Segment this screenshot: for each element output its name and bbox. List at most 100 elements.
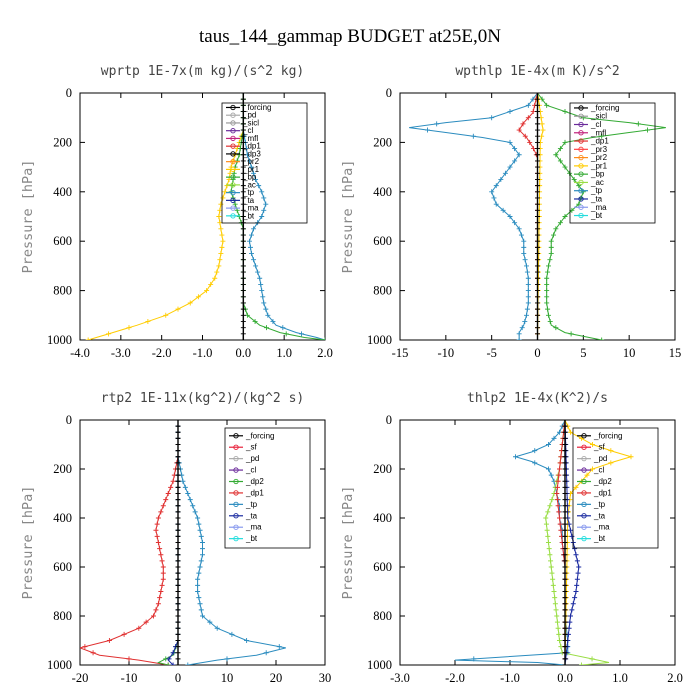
series-marker-forcing — [175, 423, 181, 429]
x-tick-label: 30 — [319, 671, 332, 685]
legend-entry: _sf — [245, 443, 257, 452]
legend-marker — [233, 501, 239, 508]
series-marker-forcing — [562, 650, 568, 656]
x-tick-label: 0 — [534, 346, 540, 360]
x-tick-label: -3.0 — [111, 346, 131, 360]
series-marker-forcing — [175, 420, 181, 423]
series-marker-ta — [569, 533, 575, 539]
legend-marker — [581, 524, 587, 530]
legend-entry: _cl — [242, 126, 253, 135]
series-marker-tp — [196, 595, 202, 601]
series-marker-forcing — [175, 454, 181, 460]
y-tick-label: 800 — [53, 609, 72, 623]
series-marker-tp — [197, 527, 203, 533]
series-marker-forcing — [240, 133, 246, 139]
series-marker-ac — [557, 638, 562, 643]
legend-entry: _ac — [590, 178, 604, 187]
series-marker-forcing — [175, 576, 181, 582]
series-marker-forcing — [535, 201, 540, 207]
series-marker-dp1 — [520, 121, 526, 127]
series-marker-dp1 — [554, 484, 560, 490]
series-marker-dp1 — [530, 109, 536, 115]
series-marker-tp — [500, 207, 506, 213]
legend-entry: _ma — [593, 523, 610, 532]
series-marker-tp — [525, 281, 531, 287]
series-marker-forcing — [240, 189, 246, 195]
series-marker-pr1 — [163, 312, 169, 318]
series-marker-forcing — [535, 214, 540, 219]
series-marker-dp1 — [554, 491, 560, 496]
series-marker-pr1 — [212, 275, 218, 281]
legend-marker — [230, 128, 236, 134]
legend-marker — [581, 535, 587, 542]
series-marker-tp — [521, 244, 527, 250]
series-marker-bp — [645, 127, 650, 133]
legend-marker — [230, 135, 236, 142]
series-marker-forcing — [175, 442, 181, 447]
series-marker-dp1 — [151, 613, 156, 619]
x-tick-label: 1.0 — [612, 671, 628, 685]
series-marker-ac — [547, 503, 553, 509]
series-marker-forcing — [535, 207, 540, 213]
x-tick-label: 5 — [580, 346, 586, 360]
legend-entry: _tp — [242, 188, 255, 197]
y-tick-label: 400 — [53, 185, 72, 199]
series-marker-dp1 — [153, 607, 159, 613]
y-tick-label: 1000 — [47, 658, 72, 672]
series-marker-tp — [525, 300, 531, 306]
series-marker-dp1 — [555, 478, 561, 484]
series-marker-forcing — [535, 288, 540, 294]
series-marker-forcing — [175, 546, 181, 552]
legend-entry: _pr2 — [242, 157, 260, 166]
series-marker-bp — [548, 244, 554, 250]
series-marker-bp — [553, 226, 559, 232]
series-marker-dp1 — [160, 564, 166, 570]
series-marker-forcing — [535, 226, 540, 232]
series-marker-pr1 — [208, 281, 214, 287]
series-marker-dp1 — [154, 533, 160, 539]
legend-entry: _dp1 — [245, 488, 264, 497]
series-marker-tp — [197, 601, 203, 607]
series-marker-tp — [265, 312, 271, 318]
series-marker-tp — [516, 337, 522, 340]
legend-entry: _pr2 — [590, 153, 608, 162]
legend-entry: _cl — [590, 120, 601, 129]
legend-entry: _pd — [242, 111, 256, 120]
series-marker-ac — [547, 552, 553, 558]
series-marker-tp — [507, 214, 513, 219]
y-tick-label: 800 — [53, 284, 72, 298]
series-marker-tp — [280, 325, 286, 331]
plot-area — [80, 420, 286, 665]
legend-entry: _ta — [242, 196, 255, 205]
series-marker-forcing — [562, 521, 568, 527]
series-marker-tp — [251, 257, 257, 263]
series-marker-forcing — [240, 146, 246, 152]
y-tick-label: 1000 — [367, 658, 392, 672]
legend-entry: _cl — [245, 466, 256, 475]
series-marker-dp1 — [165, 491, 171, 496]
legend-marker — [230, 159, 236, 165]
series-marker-forcing — [240, 325, 246, 331]
series-marker-forcing — [175, 638, 181, 643]
series-marker-forcing — [535, 102, 540, 108]
series-marker-bp — [567, 170, 573, 176]
series-marker-tp — [516, 226, 522, 232]
series-marker-dp1 — [153, 527, 159, 533]
series-marker-pr1 — [222, 189, 228, 195]
series-marker-forcing — [175, 595, 181, 601]
series-marker-tp — [200, 552, 205, 558]
series-marker-forcing — [562, 540, 568, 545]
series-marker-ac — [554, 619, 560, 625]
legend-marker — [578, 179, 584, 186]
series-marker-forcing — [240, 164, 246, 170]
series-marker-ac — [552, 595, 558, 601]
series-marker-forcing — [562, 484, 568, 490]
series-marker-ta — [572, 546, 578, 552]
series-marker-forcing — [240, 102, 246, 108]
series-marker-forcing — [175, 619, 181, 625]
series-marker-forcing — [535, 318, 540, 324]
series-marker-forcing — [175, 478, 181, 484]
series-marker-tp — [546, 442, 551, 447]
series-marker-tp — [198, 533, 204, 539]
series-marker-bp — [544, 294, 550, 300]
